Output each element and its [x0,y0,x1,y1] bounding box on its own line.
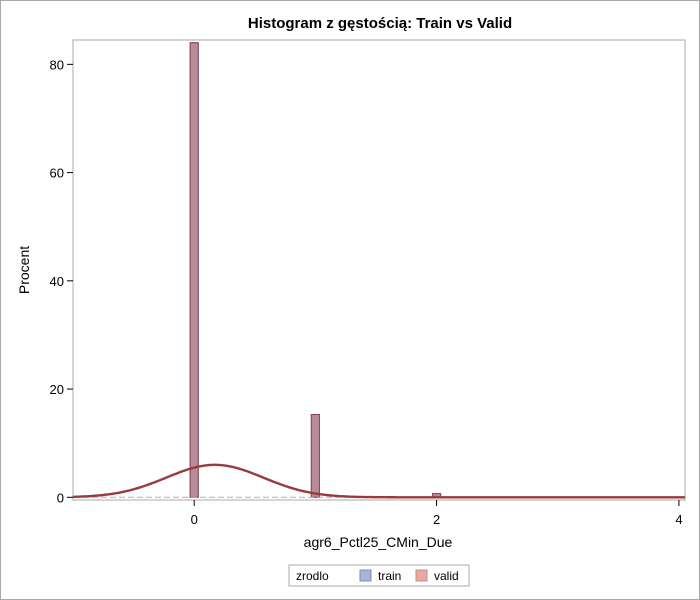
x-tick-label: 2 [433,512,440,527]
legend-label-valid: valid [434,569,459,583]
chart-title: Histogram z gęstością: Train vs Valid [248,15,512,32]
x-axis-label: agr6_Pctl25_CMin_Due [304,534,453,550]
y-axis-label: Procent [16,246,32,294]
y-axis-ticks: 0 20 40 60 80 [50,57,73,505]
density-curve [72,463,685,499]
y-tick-label: 40 [50,274,64,289]
y-tick-label: 60 [50,166,64,181]
y-tick-label: 20 [50,382,64,397]
x-axis-ticks: 0 2 4 [191,500,683,527]
plot-area [72,39,686,501]
bar-valid-1 [310,413,320,498]
legend: zrodlo train valid [288,564,470,587]
bar-valid-0 [189,42,199,498]
x-tick-label: 0 [191,512,198,527]
x-tick-label: 4 [675,512,682,527]
y-tick-label: 80 [50,57,64,72]
y-tick-label: 0 [57,490,64,505]
legend-label-train: train [378,569,401,583]
legend-swatch-valid [415,569,428,582]
legend-title: zrodlo [296,569,329,583]
legend-swatch-train [359,569,372,582]
